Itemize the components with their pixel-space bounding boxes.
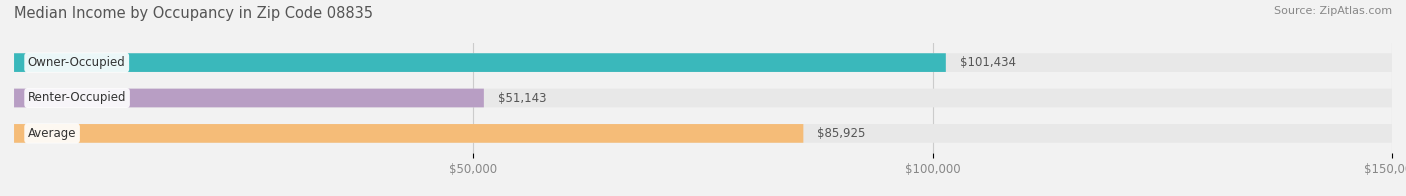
FancyBboxPatch shape: [14, 124, 803, 143]
Text: Source: ZipAtlas.com: Source: ZipAtlas.com: [1274, 6, 1392, 16]
Text: Renter-Occupied: Renter-Occupied: [28, 92, 127, 104]
Text: $51,143: $51,143: [498, 92, 546, 104]
FancyBboxPatch shape: [14, 53, 946, 72]
FancyBboxPatch shape: [14, 89, 1392, 107]
Text: Owner-Occupied: Owner-Occupied: [28, 56, 125, 69]
Text: $101,434: $101,434: [960, 56, 1015, 69]
Text: Average: Average: [28, 127, 76, 140]
FancyBboxPatch shape: [14, 124, 1392, 143]
FancyBboxPatch shape: [14, 89, 484, 107]
Text: $85,925: $85,925: [817, 127, 866, 140]
Text: Median Income by Occupancy in Zip Code 08835: Median Income by Occupancy in Zip Code 0…: [14, 6, 373, 21]
FancyBboxPatch shape: [14, 53, 1392, 72]
